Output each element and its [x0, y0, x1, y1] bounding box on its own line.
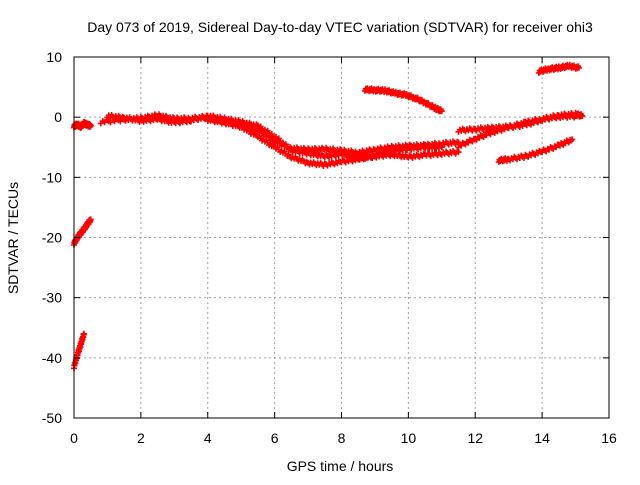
series-arc-9 [455, 111, 579, 151]
data-point-markers [204, 115, 445, 169]
data-point-markers [361, 85, 445, 115]
data-point-markers [455, 111, 579, 151]
x-axis-label: GPS time / hours [287, 458, 394, 474]
chart-title: Day 073 of 2019, Sidereal Day-to-day VTE… [87, 19, 593, 35]
data-point-markers [535, 61, 582, 76]
axis-layer: 0 2 4 6 8 10 12 14 16 10 0 -10 -20 -30 -40 -50 [42, 49, 617, 446]
x-tick-label: 14 [534, 430, 550, 446]
series-arc-7 [361, 85, 445, 115]
data-point-markers [495, 136, 576, 165]
x-tick-label: 10 [401, 430, 417, 446]
series-arc-6 [204, 115, 445, 169]
data-layer [71, 61, 586, 372]
x-tick-label: 8 [338, 430, 346, 446]
x-tick-label: 4 [204, 430, 212, 446]
y-tick-label: 0 [54, 109, 62, 125]
data-point-markers [71, 330, 87, 372]
series-arc-3 [71, 330, 87, 372]
y-tick-label: -20 [42, 230, 62, 246]
series-arc-10 [495, 136, 576, 165]
plot-frame [73, 56, 610, 419]
y-axis-label: SDTVAR / TECUs [5, 182, 21, 294]
grid-layer [74, 57, 609, 418]
series-arc-11 [535, 61, 582, 76]
x-tick-label: 0 [70, 430, 78, 446]
x-tick-label: 2 [137, 430, 145, 446]
y-tick-label: -40 [42, 350, 62, 366]
y-tick-label: -30 [42, 290, 62, 306]
y-tick-label: -10 [42, 169, 62, 185]
x-tick-label: 12 [467, 430, 483, 446]
x-tick-label: 6 [271, 430, 279, 446]
x-tick-label: 16 [601, 430, 617, 446]
y-tick-label: 10 [46, 49, 62, 65]
y-tick-label: -50 [42, 410, 62, 426]
